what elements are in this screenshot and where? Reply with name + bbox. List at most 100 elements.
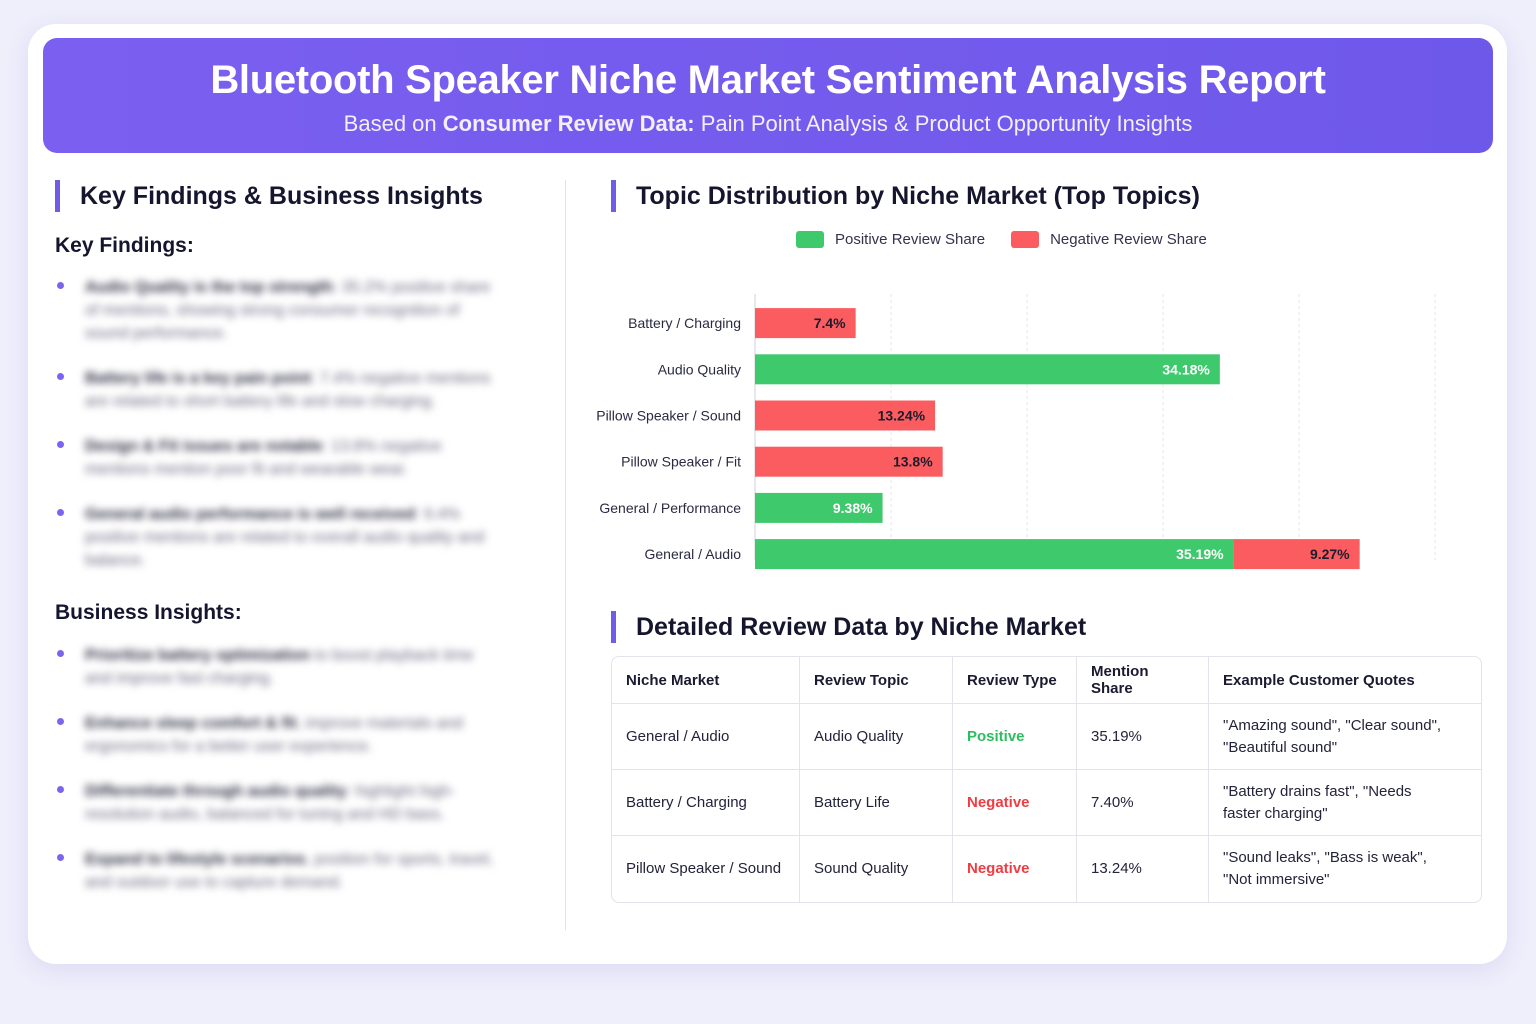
cell-mention-share: 7.40% bbox=[1077, 770, 1209, 836]
bar-negative bbox=[755, 446, 943, 477]
y-category-label: General / Performance bbox=[599, 500, 741, 516]
cell-quotes: "Sound leaks", "Bass is weak", "Not immer… bbox=[1209, 836, 1481, 902]
col-header-review-type: Review Type bbox=[953, 657, 1077, 704]
report-card: Bluetooth Speaker Niche Market Sentiment… bbox=[28, 24, 1507, 964]
quote-line: "Not immersive" bbox=[1223, 871, 1330, 888]
bar-negative bbox=[755, 400, 936, 431]
list-item: Differentiate through audio quality: hig… bbox=[55, 780, 495, 826]
quote-line: faster charging" bbox=[1223, 804, 1328, 822]
cell-review-type: Negative bbox=[953, 770, 1077, 836]
table-row: General / Audio Audio Quality Positive 3… bbox=[612, 704, 1481, 770]
quote-line: "Amazing sound", "Clear sound", bbox=[1223, 716, 1442, 734]
legend-label-negative: Negative Review Share bbox=[1050, 230, 1207, 248]
bar-negative bbox=[755, 308, 856, 339]
insight-text: , position for sports, travel, and outdo… bbox=[85, 851, 494, 891]
legend-item-negative: Negative Review Share bbox=[1011, 230, 1207, 248]
subtitle-suffix: Pain Point Analysis & Product Opportunit… bbox=[694, 111, 1193, 136]
cell-quotes: "Amazing sound", "Clear sound", "Beautifu… bbox=[1209, 704, 1481, 770]
cell-review-type: Negative bbox=[953, 836, 1077, 902]
list-item: Battery life is a key pain point: 7.4% n… bbox=[55, 367, 495, 413]
table-header-row: Niche Market Review Topic Review Type Me… bbox=[612, 657, 1481, 704]
col-header-example-quotes: Example Customer Quotes bbox=[1209, 657, 1481, 704]
bar-positive bbox=[755, 539, 1234, 570]
col-header-niche-market: Niche Market bbox=[612, 657, 800, 704]
insight-text: to boost playback time and improve fast … bbox=[85, 647, 474, 687]
finding-bold: Battery life is a key pain point bbox=[85, 370, 311, 387]
x-tick-label: 20 bbox=[1019, 572, 1035, 574]
col-header-mention-share: Mention Share bbox=[1077, 657, 1209, 704]
list-item: Enhance sleep comfort & fit, improve mat… bbox=[55, 712, 495, 758]
cell-review-topic: Sound Quality bbox=[800, 836, 953, 902]
quote-line: "Battery drains fast", "Needs bbox=[1223, 782, 1412, 800]
cell-review-topic: Battery Life bbox=[800, 770, 953, 836]
bar-positive bbox=[755, 354, 1220, 385]
insight-bold: Enhance sleep comfort & fit bbox=[85, 715, 297, 732]
bar-positive bbox=[755, 492, 883, 523]
legend-label-positive: Positive Review Share bbox=[835, 230, 986, 248]
key-findings-list: Audio Quality is the top strength: 35.2%… bbox=[55, 276, 495, 594]
cell-niche-market: General / Audio bbox=[612, 704, 800, 770]
data-label: 13.8% bbox=[893, 454, 933, 470]
data-label: 13.24% bbox=[878, 408, 926, 424]
col-header-review-topic: Review Topic bbox=[800, 657, 953, 704]
y-category-label: Battery / Charging bbox=[628, 315, 741, 331]
report-subtitle: Based on Consumer Review Data: Pain Poin… bbox=[43, 111, 1493, 137]
insight-text: : highlight high-resolution audio, balan… bbox=[85, 783, 455, 823]
cell-mention-share: 13.24% bbox=[1077, 836, 1209, 902]
table-row: Battery / Charging Battery Life Negative… bbox=[612, 770, 1481, 836]
list-item: Expand to lifestyle scenarios, position … bbox=[55, 848, 495, 894]
topic-distribution-chart: 0 10 20 30 40 50 Battery / Charging 7.4% Audio Q… bbox=[596, 294, 1443, 574]
list-item: Design & Fit issues are notable: 13.8% n… bbox=[55, 435, 495, 481]
data-label: 7.4% bbox=[814, 315, 846, 331]
x-tick-label: 30 bbox=[1155, 572, 1171, 574]
list-item: Audio Quality is the top strength: 35.2%… bbox=[55, 276, 495, 345]
report-header: Bluetooth Speaker Niche Market Sentiment… bbox=[43, 38, 1493, 153]
chart-legend: Positive Review Share Negative Review Sh… bbox=[796, 228, 1233, 250]
finding-text: : 9.4% positive mentions are related to … bbox=[85, 506, 485, 569]
cell-review-type: Positive bbox=[953, 704, 1077, 770]
insight-bold: Expand to lifestyle scenarios bbox=[85, 851, 306, 868]
list-item: Prioritize battery optimization to boost… bbox=[55, 644, 495, 690]
quote-line: "Beautiful sound" bbox=[1223, 738, 1338, 756]
legend-swatch-positive bbox=[796, 230, 824, 248]
finding-text: : 35.2% positive share of mentions, show… bbox=[85, 279, 491, 342]
insight-text: , improve materials and ergonomics for a… bbox=[85, 715, 463, 755]
legend-swatch-negative bbox=[1011, 230, 1040, 248]
finding-bold: Audio Quality is the top strength bbox=[85, 279, 333, 296]
insight-bold: Differentiate through audio quality bbox=[85, 783, 347, 800]
quote-line: "Sound leaks", "Bass is weak", bbox=[1223, 849, 1427, 866]
review-data-table: Niche Market Review Topic Review Type Me… bbox=[611, 656, 1482, 903]
y-category-label: General / Audio bbox=[644, 546, 741, 562]
y-category-label: Pillow Speaker / Sound bbox=[596, 408, 741, 424]
x-tick-label: 0 bbox=[751, 572, 759, 574]
subtitle-bold: Consumer Review Data: bbox=[442, 111, 695, 136]
finding-text: : 7.4% negative mentions are related to … bbox=[85, 370, 491, 410]
key-findings-subtitle: Key Findings: bbox=[55, 234, 194, 257]
cell-quotes: "Battery drains fast", "Needs faster char… bbox=[1209, 770, 1481, 836]
x-tick-label: 40 bbox=[1291, 572, 1307, 574]
insight-bold: Prioritize battery optimization bbox=[85, 647, 310, 664]
finding-text: : 13.8% negative mentions mention poor f… bbox=[85, 438, 442, 478]
table-row: Pillow Speaker / Sound Sound Quality Neg… bbox=[612, 836, 1481, 902]
legend-item-positive: Positive Review Share bbox=[796, 230, 986, 248]
subtitle-prefix: Based on bbox=[343, 111, 443, 136]
business-insights-list: Prioritize battery optimization to boost… bbox=[55, 644, 495, 916]
data-label: 34.18% bbox=[1162, 361, 1210, 377]
cell-mention-share: 35.19% bbox=[1077, 704, 1209, 770]
column-divider bbox=[565, 180, 566, 930]
cell-niche-market: Pillow Speaker / Sound bbox=[612, 836, 800, 902]
table-section-title: Detailed Review Data by Niche Market bbox=[611, 611, 1086, 643]
list-item: General audio performance is well receiv… bbox=[55, 503, 495, 572]
data-label: 9.27% bbox=[1310, 546, 1350, 562]
report-title: Bluetooth Speaker Niche Market Sentiment… bbox=[210, 58, 1326, 102]
y-category-label: Audio Quality bbox=[658, 361, 741, 377]
y-category-label: Pillow Speaker / Fit bbox=[621, 454, 741, 470]
data-label: 35.19% bbox=[1176, 546, 1224, 562]
x-tick-label: 50 bbox=[1427, 572, 1443, 574]
cell-niche-market: Battery / Charging bbox=[612, 770, 800, 836]
business-insights-subtitle: Business Insights: bbox=[55, 601, 242, 624]
chart-section-title: Topic Distribution by Niche Market (Top … bbox=[611, 180, 1200, 212]
bar-negative bbox=[1233, 539, 1360, 570]
data-label: 9.38% bbox=[833, 500, 873, 516]
finding-bold: Design & Fit issues are notable bbox=[85, 438, 323, 455]
